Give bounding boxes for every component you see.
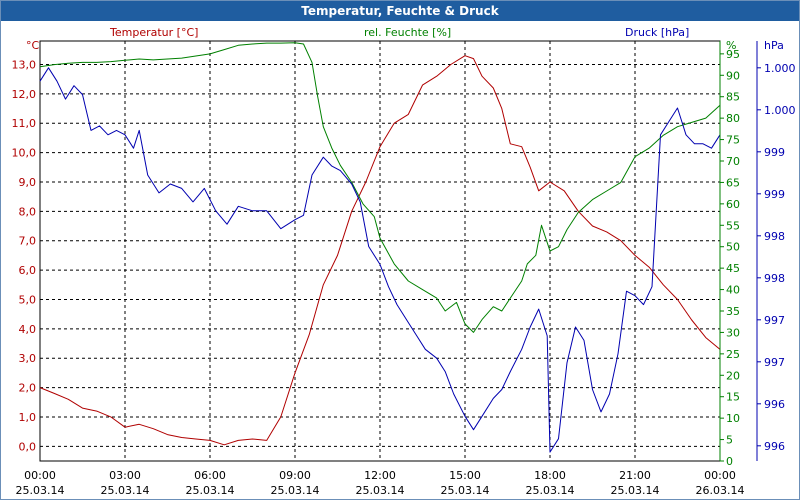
pressure-tick-label: 999 <box>764 188 785 201</box>
pressure-tick-label: 998 <box>764 230 785 243</box>
humidity-tick-label: 20 <box>726 369 740 382</box>
x-tick-date: 25.03.14 <box>356 484 405 497</box>
x-tick-date: 26.03.14 <box>696 484 745 497</box>
humidity-tick-label: 40 <box>726 284 740 297</box>
pressure-tick-label: 996 <box>764 440 785 453</box>
humidity-tick-label: 70 <box>726 155 740 168</box>
humidity-tick-label: 15 <box>726 391 740 404</box>
x-tick-time: 18:00 <box>534 469 566 482</box>
humidity-tick-label: 35 <box>726 305 740 318</box>
temperature-tick-label: 10,0 <box>12 147 37 160</box>
temperature-tick-label: 7,0 <box>19 235 37 248</box>
humidity-tick-label: 25 <box>726 348 740 361</box>
temperature-tick-label: 12,0 <box>12 88 37 101</box>
pressure-tick-label: 997 <box>764 356 785 369</box>
x-tick-time: 00:00 <box>24 469 56 482</box>
humidity-tick-label: 75 <box>726 134 740 147</box>
temperature-tick-label: 11,0 <box>12 117 37 130</box>
temperature-line <box>39 55 721 446</box>
temperature-tick-label: 8,0 <box>19 205 37 218</box>
humidity-tick-label: 30 <box>726 326 740 339</box>
temperature-tick-label: 3,0 <box>19 352 37 365</box>
humidity-tick-label: 45 <box>726 262 740 275</box>
x-tick-time: 15:00 <box>449 469 481 482</box>
x-tick-date: 25.03.14 <box>526 484 575 497</box>
x-tick-date: 25.03.14 <box>101 484 150 497</box>
series-layer <box>39 42 721 453</box>
x-tick-time: 06:00 <box>194 469 226 482</box>
temperature-tick-label: 9,0 <box>19 176 37 189</box>
window-title: Temperatur, Feuchte & Druck <box>1 1 799 21</box>
humidity-tick-label: 10 <box>726 412 740 425</box>
pressure-tick-label: 997 <box>764 314 785 327</box>
x-tick-date: 25.03.14 <box>271 484 320 497</box>
temperature-tick-label: 6,0 <box>19 264 37 277</box>
temperature-tick-label: 13,0 <box>12 58 37 71</box>
humidity-tick-label: 50 <box>726 241 740 254</box>
humidity-tick-label: 85 <box>726 91 740 104</box>
x-tick-time: 03:00 <box>109 469 141 482</box>
temperature-unit-label: °C <box>26 39 40 52</box>
humidity-tick-label: 60 <box>726 198 740 211</box>
axes-layer: 00:00 25.03.14 03:00 25.03.14 06:00 25.03.14 0… <box>12 41 796 497</box>
temperature-tick-label: 2,0 <box>19 382 37 395</box>
pressure-tick-label: 996 <box>764 398 785 411</box>
pressure-unit-label: hPa <box>764 39 784 52</box>
x-tick-date: 25.03.14 <box>186 484 235 497</box>
humidity-tick-label: 0 <box>726 455 733 468</box>
humidity-tick-label: 80 <box>726 112 740 125</box>
x-tick-date: 25.03.14 <box>611 484 660 497</box>
temperature-axis-title: Temperatur [°C] <box>109 26 198 39</box>
x-tick-time: 00:00 <box>704 469 736 482</box>
humidity-tick-label: 95 <box>726 48 740 61</box>
x-tick-time: 21:00 <box>619 469 651 482</box>
x-tick-time: 09:00 <box>279 469 311 482</box>
humidity-axis-title: rel. Feuchte [%] <box>364 26 451 39</box>
pressure-tick-label: 1.000 <box>764 104 796 117</box>
humidity-unit-label: % <box>726 39 736 52</box>
pressure-line <box>39 67 721 453</box>
pressure-tick-label: 998 <box>764 272 785 285</box>
pressure-tick-label: 1.000 <box>764 62 796 75</box>
humidity-tick-label: 65 <box>726 176 740 189</box>
pressure-axis-title: Druck [hPa] <box>625 26 689 39</box>
x-tick-date: 25.03.14 <box>441 484 490 497</box>
humidity-tick-label: 90 <box>726 69 740 82</box>
temperature-tick-label: 4,0 <box>19 323 37 336</box>
x-tick-time: 12:00 <box>364 469 396 482</box>
pressure-tick-label: 999 <box>764 146 785 159</box>
grid <box>40 41 720 461</box>
temperature-tick-label: 5,0 <box>19 293 37 306</box>
temperature-tick-label: 0,0 <box>19 440 37 453</box>
temperature-tick-label: 1,0 <box>19 411 37 424</box>
x-tick-date: 25.03.14 <box>16 484 65 497</box>
humidity-tick-label: 5 <box>726 434 733 447</box>
humidity-line <box>39 42 721 333</box>
humidity-tick-label: 55 <box>726 219 740 232</box>
